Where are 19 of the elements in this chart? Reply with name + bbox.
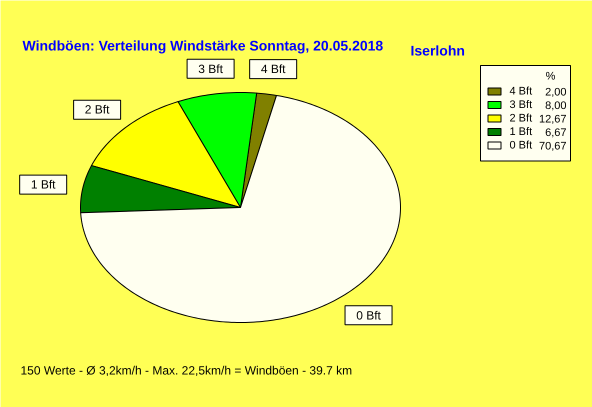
- legend-label: 1 Bft: [510, 126, 532, 138]
- slice-label: 1 Bft: [30, 178, 56, 192]
- data-label: 8,00: [545, 100, 567, 112]
- slice-label: 4 Bft: [260, 62, 286, 76]
- text: 150 Werte - Ø 3,2km/h - Max. 22,5km/h = Windböen - 39.7 km: [20, 364, 352, 378]
- slice-label: 0 Bft: [356, 308, 382, 322]
- data-label: 12,67: [538, 114, 567, 126]
- data-label: 2,00: [545, 86, 567, 98]
- legend-label: 2 Bft: [510, 112, 532, 124]
- data-label: 70,67: [538, 140, 567, 152]
- chart-title: Windböen: Verteilung Windstärke Sonntag, 20.05.2018: [22, 38, 384, 54]
- slice-label: 2 Bft: [84, 102, 110, 117]
- legend-label: 4 Bft: [510, 86, 532, 98]
- chart-subtitle: Iserlohn: [410, 42, 465, 58]
- legend-title: %: [546, 70, 556, 82]
- legend-label: 3 Bft: [510, 99, 532, 111]
- slice-label: 3 Bft: [198, 62, 224, 76]
- data-label: 6,67: [545, 127, 567, 139]
- legend-label: 0 Bft: [510, 140, 532, 152]
